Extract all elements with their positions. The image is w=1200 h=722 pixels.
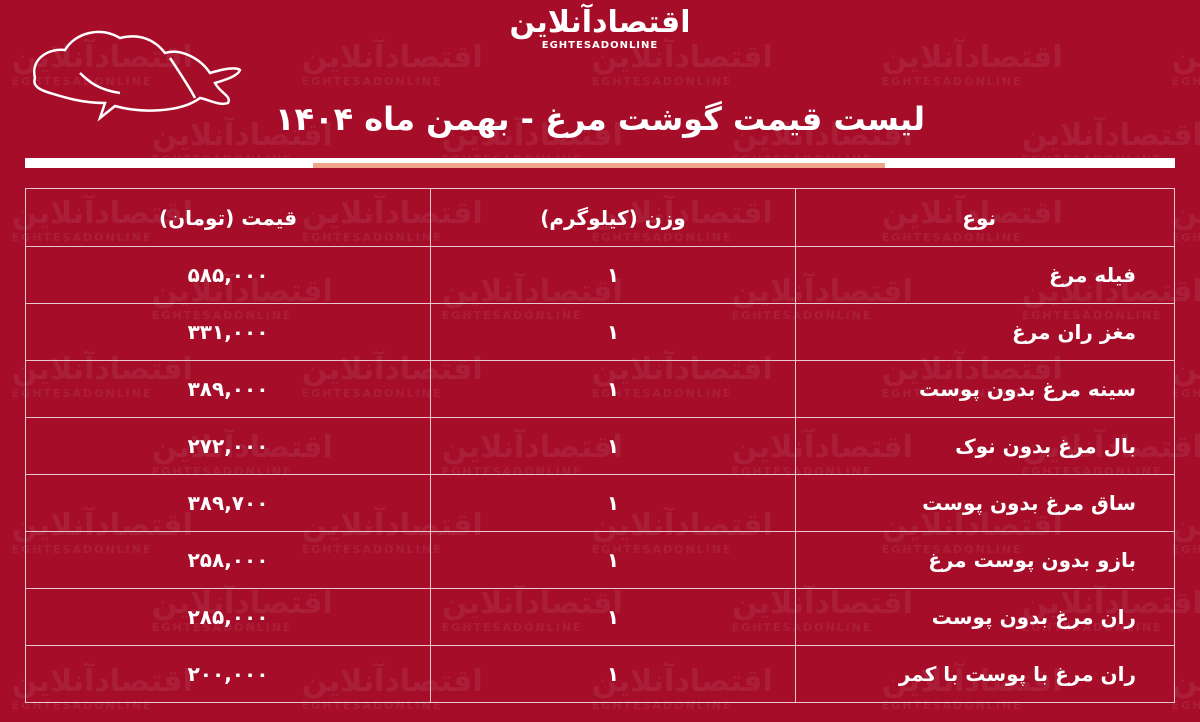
cell-weight: ۱	[430, 645, 796, 703]
cell-type: بازو بدون پوست مرغ	[795, 531, 1175, 589]
watermark-en: EGHTESADONLINE	[1171, 75, 1200, 88]
table-row: بازو بدون پوست مرغ ۱ ۲۵۸,۰۰۰	[25, 531, 1175, 589]
watermark-en: EGHTESADONLINE	[881, 75, 1023, 88]
cell-price: ۲۸۵,۰۰۰	[25, 588, 431, 646]
cell-type: ران مرغ بدون پوست	[795, 588, 1175, 646]
cell-price: ۲۵۸,۰۰۰	[25, 531, 431, 589]
table-header-row: نوع وزن (کیلوگرم) قیمت (تومان)	[25, 188, 1175, 247]
logo-text-en: EGHTESADONLINE	[541, 40, 659, 51]
price-table: نوع وزن (کیلوگرم) قیمت (تومان) فیله مرغ ۱…	[25, 188, 1175, 703]
cell-weight: ۱	[430, 474, 796, 532]
watermark-en: EGHTESADONLINE	[1171, 543, 1200, 556]
table-row: ساق مرغ بدون پوست ۱ ۳۸۹,۷۰۰	[25, 474, 1175, 532]
brand-logo: اقتصادآنلاین EGHTESADONLINE	[500, 5, 700, 52]
cell-weight: ۱	[430, 588, 796, 646]
table-row: بال مرغ بدون نوک ۱ ۲۷۲,۰۰۰	[25, 417, 1175, 475]
cell-weight: ۱	[430, 303, 796, 361]
cell-weight: ۱	[430, 360, 796, 418]
watermark-fa: اقتصادآنلاین	[1171, 664, 1200, 699]
cell-price: ۲۷۲,۰۰۰	[25, 417, 431, 475]
watermark-fa: اقتصادآنلاین	[881, 40, 1063, 75]
cell-weight: ۱	[430, 246, 796, 304]
cell-price: ۳۸۹,۷۰۰	[25, 474, 431, 532]
title-divider	[25, 158, 1175, 168]
page-title: لیست قیمت گوشت مرغ - بهمن ماه ۱۴۰۴	[275, 100, 925, 138]
logo-text-fa: اقتصادآنلاین	[509, 5, 691, 40]
watermark-en: EGHTESADONLINE	[1171, 231, 1200, 244]
watermark-fa: اقتصادآنلاین	[1171, 196, 1200, 231]
header-weight: وزن (کیلوگرم)	[430, 188, 796, 247]
cell-type: ساق مرغ بدون پوست	[795, 474, 1175, 532]
cell-price: ۳۸۹,۰۰۰	[25, 360, 431, 418]
watermark-fa: اقتصادآنلاین	[1171, 40, 1200, 75]
divider-accent	[313, 163, 885, 168]
cell-price: ۵۸۵,۰۰۰	[25, 246, 431, 304]
watermark-fa: اقتصادآنلاین	[1171, 508, 1200, 543]
table-row: ران مرغ با پوست با کمر ۱ ۲۰۰,۰۰۰	[25, 645, 1175, 703]
table-row: ران مرغ بدون پوست ۱ ۲۸۵,۰۰۰	[25, 588, 1175, 646]
cell-price: ۳۳۱,۰۰۰	[25, 303, 431, 361]
chicken-icon	[32, 30, 242, 122]
header-type: نوع	[795, 188, 1175, 247]
table-row: سینه مرغ بدون پوست ۱ ۳۸۹,۰۰۰	[25, 360, 1175, 418]
table-row: مغز ران مرغ ۱ ۳۳۱,۰۰۰	[25, 303, 1175, 361]
cell-type: ران مرغ با پوست با کمر	[795, 645, 1175, 703]
cell-price: ۲۰۰,۰۰۰	[25, 645, 431, 703]
table-row: فیله مرغ ۱ ۵۸۵,۰۰۰	[25, 246, 1175, 304]
watermark-en: EGHTESADONLINE	[1171, 699, 1200, 712]
header-price: قیمت (تومان)	[25, 188, 431, 247]
watermark-en: EGHTESADONLINE	[301, 75, 443, 88]
watermark-en: EGHTESADONLINE	[1171, 387, 1200, 400]
cell-type: مغز ران مرغ	[795, 303, 1175, 361]
cell-type: سینه مرغ بدون پوست	[795, 360, 1175, 418]
cell-type: فیله مرغ	[795, 246, 1175, 304]
watermark-fa: اقتصادآنلاین	[301, 40, 483, 75]
cell-weight: ۱	[430, 417, 796, 475]
cell-weight: ۱	[430, 531, 796, 589]
watermark-en: EGHTESADONLINE	[591, 75, 733, 88]
cell-type: بال مرغ بدون نوک	[795, 417, 1175, 475]
watermark-fa: اقتصادآنلاین	[1171, 352, 1200, 387]
